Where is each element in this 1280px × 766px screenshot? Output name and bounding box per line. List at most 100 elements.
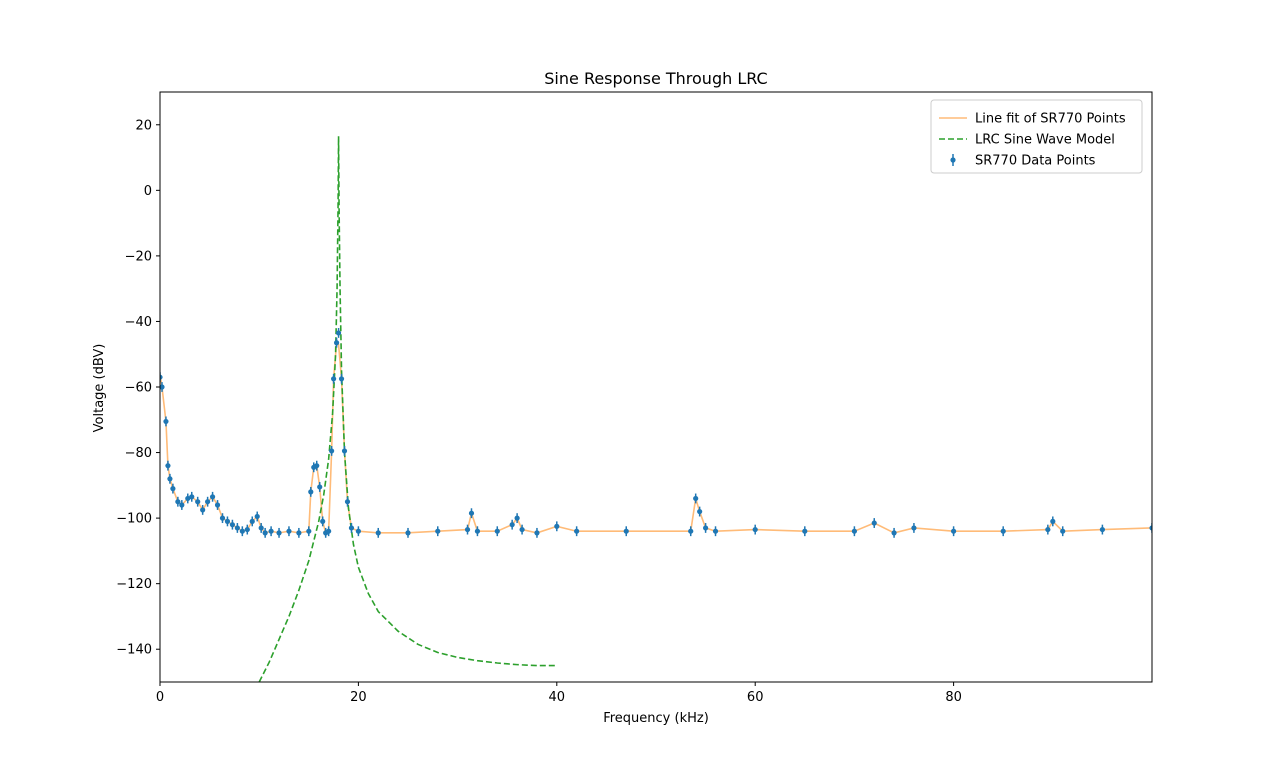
data-point bbox=[891, 527, 897, 538]
data-point bbox=[405, 527, 411, 538]
data-point bbox=[195, 496, 201, 507]
data-point-marker bbox=[703, 525, 709, 531]
data-point-marker bbox=[224, 518, 231, 524]
data-point-marker bbox=[534, 530, 540, 536]
legend-box bbox=[930, 99, 1143, 174]
data-point-marker bbox=[306, 528, 312, 534]
data-point bbox=[693, 493, 699, 504]
data-point-marker bbox=[554, 523, 560, 529]
data-point bbox=[189, 491, 195, 502]
data-point-marker bbox=[333, 340, 340, 346]
data-point bbox=[268, 526, 274, 537]
data-point-marker bbox=[574, 528, 580, 534]
data-point bbox=[851, 526, 858, 537]
data-point bbox=[317, 482, 323, 492]
data-point bbox=[249, 516, 255, 527]
data-point-marker bbox=[464, 526, 471, 533]
data-point bbox=[688, 526, 694, 537]
data-point bbox=[286, 526, 292, 537]
legend-label: SR770 Data Points bbox=[975, 154, 1096, 169]
data-point bbox=[209, 491, 216, 502]
data-point-marker bbox=[344, 499, 351, 505]
x-tick-label: 80 bbox=[945, 690, 962, 705]
legend-label: Line fit of SR770 Points bbox=[975, 112, 1126, 127]
data-point bbox=[341, 446, 348, 456]
data-point-marker bbox=[234, 525, 240, 531]
data-point-marker bbox=[331, 376, 337, 382]
data-point bbox=[712, 526, 719, 537]
data-point bbox=[185, 493, 191, 504]
data-point-marker bbox=[244, 526, 250, 533]
data-point bbox=[160, 382, 165, 392]
data-point bbox=[871, 518, 877, 528]
data-point-marker bbox=[891, 530, 897, 536]
data-point bbox=[468, 508, 475, 519]
data-point-marker bbox=[262, 530, 268, 536]
data-point-marker bbox=[355, 528, 361, 534]
data-point bbox=[214, 500, 221, 510]
data-point bbox=[234, 523, 240, 533]
y-tick-label: −20 bbox=[125, 249, 152, 264]
data-point bbox=[175, 496, 181, 507]
legend-entry: Line fit of SR770 Points bbox=[939, 112, 1126, 127]
data-point bbox=[276, 527, 282, 538]
data-point bbox=[1099, 524, 1105, 535]
data-point bbox=[326, 526, 332, 537]
data-point bbox=[514, 513, 520, 524]
data-point-marker bbox=[175, 499, 181, 505]
data-point-marker bbox=[435, 528, 441, 534]
y-axis-label: Voltage (dBV) bbox=[92, 344, 107, 433]
data-point bbox=[1060, 526, 1066, 537]
legend-label: LRC Sine Wave Model bbox=[975, 133, 1115, 148]
data-point bbox=[205, 496, 211, 507]
data-point-marker bbox=[1045, 526, 1051, 533]
data-point-marker bbox=[308, 489, 314, 495]
data-point-marker bbox=[871, 520, 877, 526]
data-point bbox=[333, 337, 340, 348]
data-point-marker bbox=[405, 530, 411, 536]
data-point bbox=[802, 526, 808, 537]
plot-content bbox=[160, 136, 1152, 682]
data-point bbox=[703, 523, 709, 533]
data-point bbox=[474, 526, 481, 537]
data-point bbox=[165, 460, 171, 471]
data-point bbox=[435, 526, 441, 537]
data-point bbox=[229, 519, 236, 530]
data-point bbox=[534, 527, 540, 538]
data-point bbox=[375, 527, 381, 538]
data-point bbox=[254, 511, 260, 522]
data-point-marker bbox=[214, 502, 221, 508]
data-point-marker bbox=[160, 384, 165, 390]
y-tick-label: 0 bbox=[144, 184, 152, 199]
data-point-marker bbox=[209, 494, 216, 500]
y-tick-label: −120 bbox=[116, 577, 152, 592]
data-point-marker bbox=[468, 510, 475, 516]
data-point-marker bbox=[326, 528, 332, 534]
data-point-marker bbox=[474, 528, 481, 534]
data-point bbox=[464, 524, 471, 535]
data-point-marker bbox=[254, 513, 260, 520]
data-point bbox=[306, 526, 312, 537]
y-tick-label: 20 bbox=[135, 118, 152, 133]
data-point-marker bbox=[229, 522, 236, 528]
y-tick-label: −140 bbox=[116, 643, 152, 658]
y-tick-label: −100 bbox=[116, 512, 152, 527]
data-point-marker bbox=[249, 518, 255, 524]
y-tick-label: −40 bbox=[125, 315, 152, 330]
data-point-marker bbox=[219, 515, 226, 521]
data-point bbox=[1045, 524, 1051, 535]
data-point bbox=[200, 505, 206, 515]
data-point-marker bbox=[697, 508, 703, 515]
legend: Line fit of SR770 Points LRC Sine Wave Mo… bbox=[930, 99, 1143, 174]
data-point-marker bbox=[200, 507, 206, 513]
legend-entry: LRC Sine Wave Model bbox=[939, 133, 1115, 148]
data-point bbox=[519, 524, 525, 535]
axes-frame bbox=[159, 91, 1153, 683]
data-point bbox=[296, 527, 302, 538]
data-point-marker bbox=[712, 528, 719, 534]
data-point bbox=[224, 516, 231, 527]
data-point-marker bbox=[160, 374, 163, 380]
data-point-marker bbox=[276, 530, 282, 536]
data-point bbox=[1149, 523, 1152, 533]
data-point bbox=[338, 373, 345, 384]
